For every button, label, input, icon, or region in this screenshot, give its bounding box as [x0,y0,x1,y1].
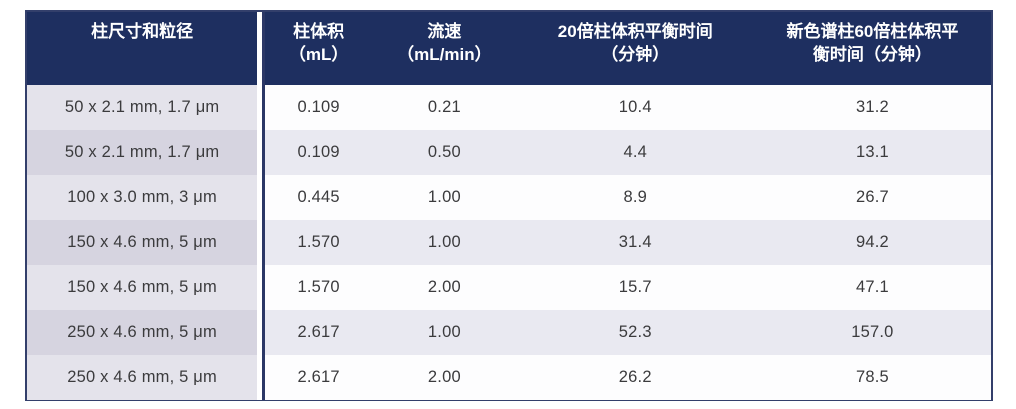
header-cell-column-volume: 柱体积 （mL） [262,12,373,85]
table-body: 50 x 2.1 mm, 1.7 μm 0.109 0.21 10.4 31.2… [27,85,991,400]
cell-column-size: 150 x 4.6 mm, 5 μm [27,265,263,310]
table-row: 150 x 4.6 mm, 5 μm 1.570 2.00 15.7 47.1 [27,265,991,310]
cell-flow-rate: 0.50 [372,130,517,175]
cell-flow-rate: 2.00 [372,265,517,310]
cell-60x-time: 13.1 [753,130,991,175]
cell-column-volume: 0.445 [262,175,373,220]
cell-column-volume: 1.570 [262,220,373,265]
equilibration-table-container: 柱尺寸和粒径 柱体积 （mL） 流速 （mL/min） 20倍柱体积平衡时间 （… [25,10,993,401]
cell-20x-time: 10.4 [516,85,754,130]
equilibration-table: 柱尺寸和粒径 柱体积 （mL） 流速 （mL/min） 20倍柱体积平衡时间 （… [27,12,991,400]
cell-column-size: 150 x 4.6 mm, 5 μm [27,220,263,265]
cell-20x-time: 8.9 [516,175,754,220]
table-row: 250 x 4.6 mm, 5 μm 2.617 2.00 26.2 78.5 [27,355,991,400]
cell-60x-time: 94.2 [753,220,991,265]
cell-column-size: 100 x 3.0 mm, 3 μm [27,175,263,220]
header-cell-20x-equilibration-time: 20倍柱体积平衡时间 （分钟） [516,12,754,85]
cell-column-size: 50 x 2.1 mm, 1.7 μm [27,130,263,175]
header-cell-60x-equilibration-time: 新色谱柱60倍柱体积平 衡时间（分钟） [753,12,991,85]
cell-column-volume: 0.109 [262,130,373,175]
cell-flow-rate: 2.00 [372,355,517,400]
cell-column-size: 250 x 4.6 mm, 5 μm [27,355,263,400]
cell-flow-rate: 1.00 [372,220,517,265]
cell-flow-rate: 1.00 [372,175,517,220]
header-cell-flow-rate: 流速 （mL/min） [372,12,517,85]
cell-column-size: 250 x 4.6 mm, 5 μm [27,310,263,355]
cell-column-volume: 2.617 [262,355,373,400]
cell-flow-rate: 1.00 [372,310,517,355]
table-row: 50 x 2.1 mm, 1.7 μm 0.109 0.50 4.4 13.1 [27,130,991,175]
table-row: 50 x 2.1 mm, 1.7 μm 0.109 0.21 10.4 31.2 [27,85,991,130]
cell-20x-time: 26.2 [516,355,754,400]
cell-20x-time: 4.4 [516,130,754,175]
table-row: 100 x 3.0 mm, 3 μm 0.445 1.00 8.9 26.7 [27,175,991,220]
cell-column-volume: 1.570 [262,265,373,310]
cell-60x-time: 78.5 [753,355,991,400]
header-row: 柱尺寸和粒径 柱体积 （mL） 流速 （mL/min） 20倍柱体积平衡时间 （… [27,12,991,85]
cell-60x-time: 157.0 [753,310,991,355]
cell-60x-time: 31.2 [753,85,991,130]
cell-20x-time: 52.3 [516,310,754,355]
header-cell-column-size: 柱尺寸和粒径 [27,12,263,85]
cell-flow-rate: 0.21 [372,85,517,130]
cell-column-volume: 2.617 [262,310,373,355]
cell-60x-time: 47.1 [753,265,991,310]
cell-20x-time: 15.7 [516,265,754,310]
table-row: 150 x 4.6 mm, 5 μm 1.570 1.00 31.4 94.2 [27,220,991,265]
cell-column-size: 50 x 2.1 mm, 1.7 μm [27,85,263,130]
table-header: 柱尺寸和粒径 柱体积 （mL） 流速 （mL/min） 20倍柱体积平衡时间 （… [27,12,991,85]
cell-60x-time: 26.7 [753,175,991,220]
cell-20x-time: 31.4 [516,220,754,265]
cell-column-volume: 0.109 [262,85,373,130]
table-row: 250 x 4.6 mm, 5 μm 2.617 1.00 52.3 157.0 [27,310,991,355]
